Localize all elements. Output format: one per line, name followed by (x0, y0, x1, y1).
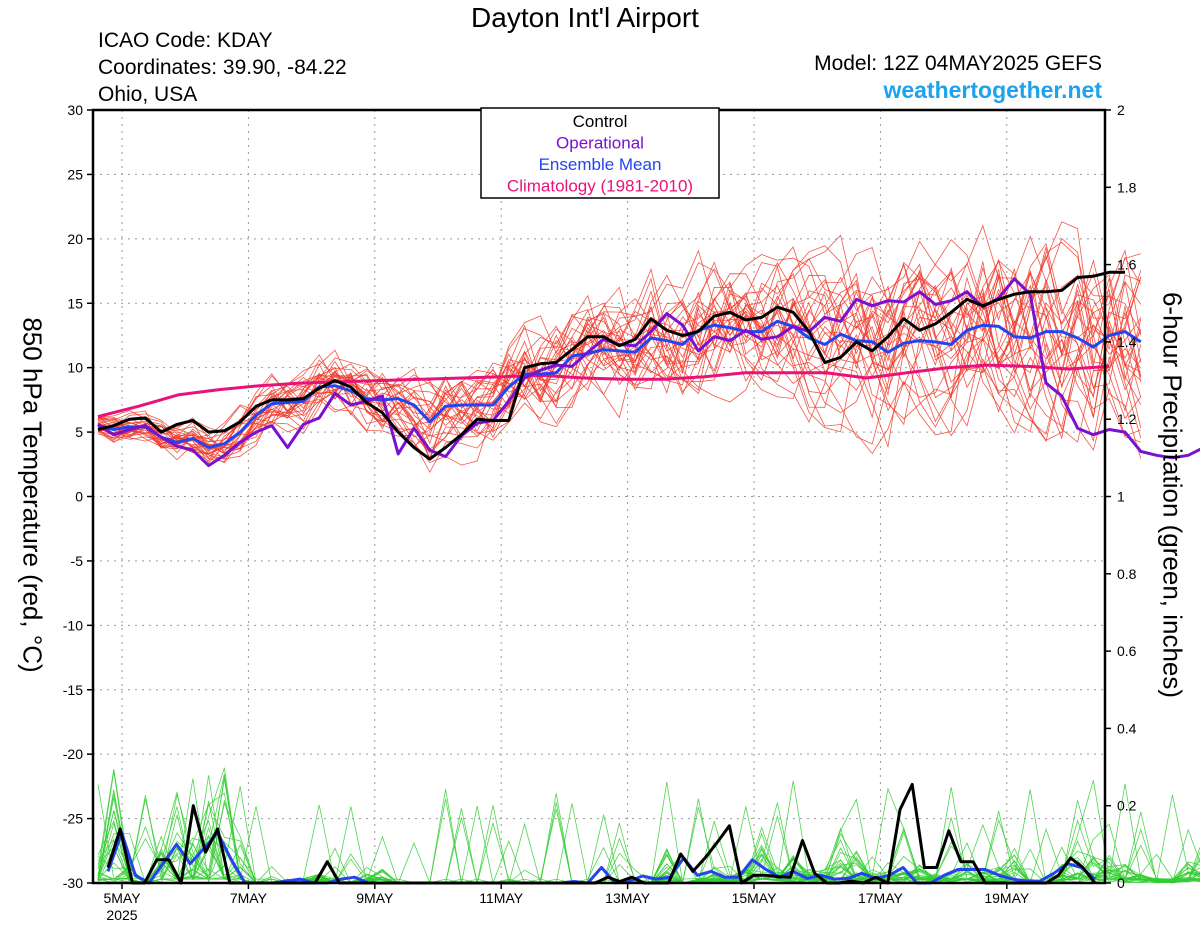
site-link[interactable]: weathertogether.net (883, 77, 1102, 103)
temp-member-line (97, 270, 1142, 451)
precip-member-line (97, 825, 1200, 884)
legend: Control Operational Ensemble Mean Climatolo… (480, 107, 720, 199)
y-tick-label-left: 15 (67, 295, 83, 311)
precip-member-line (97, 767, 1200, 884)
temp-member-line (97, 241, 1142, 459)
station-info: ICAO Code: KDAY Coordinates: 39.90, -84.… (98, 27, 347, 108)
y-tick-label-left: -10 (63, 617, 83, 633)
x-tick-label: 9MAY (356, 890, 394, 906)
temp-climatology-line (97, 363, 1110, 419)
x-tick-label: 19MAY (984, 890, 1030, 906)
y-tick-label-left: 5 (75, 424, 83, 440)
y-tick-label-left: 20 (67, 231, 83, 247)
precip-member-line (97, 793, 1200, 884)
y-tick-label-right: 1.2 (1117, 411, 1137, 427)
precip-member-line (97, 808, 1200, 884)
precip-member-line (98, 792, 1200, 884)
x-tick-label: 13MAY (605, 890, 651, 906)
y-tick-label-left: -15 (63, 682, 83, 698)
y-axis-left-label: 850 hPa Temperature (red, °C) (17, 317, 48, 673)
y-tick-label-left: 25 (67, 166, 83, 182)
temp-member-line (97, 286, 1142, 466)
y-tick-label-right: 0.4 (1117, 720, 1137, 736)
temp-member-line (97, 269, 1142, 452)
x-tick-label: 7MAY (230, 890, 268, 906)
precip-member-line (98, 778, 1200, 884)
icao-code: ICAO Code: KDAY (98, 29, 273, 52)
legend-entry: Control (573, 112, 628, 131)
y-tick-label-left: 10 (67, 360, 83, 376)
temp-member-line (97, 266, 1142, 447)
y-tick-label-right: 0.2 (1117, 798, 1137, 814)
y-tick-label-right: 0.6 (1117, 643, 1137, 659)
y-tick-label-right: 0 (1117, 875, 1125, 891)
legend-entry: Ensemble Mean (539, 155, 662, 174)
highlight-series (97, 270, 1200, 885)
temp-member-line (97, 273, 1142, 464)
temp-ensemble-mean-line (97, 319, 1142, 449)
y-tick-label-left: 30 (67, 102, 83, 118)
y-tick-label-left: -25 (63, 811, 83, 827)
y-tick-label-left: -5 (71, 553, 84, 569)
y-tick-label-right: 1 (1117, 489, 1125, 505)
x-tick-label: 17MAY (858, 890, 904, 906)
temp-member-line (97, 234, 1142, 459)
grid-lines (93, 110, 1105, 883)
chart-title: Dayton Int'l Airport (471, 2, 699, 33)
x-tick-label: 15MAY (732, 890, 778, 906)
precip-member-line (97, 791, 1200, 884)
temp-member-line (97, 256, 1142, 439)
y-tick-label-right: 1.4 (1117, 334, 1137, 350)
axes: 302520151050-5-10-15-20-25-3021.81.61.41… (63, 102, 1137, 923)
y-tick-label-left: -20 (63, 746, 83, 762)
precip-member-line (98, 794, 1200, 885)
model-info: Model: 12Z 04MAY2025 GEFS weathertogethe… (814, 50, 1102, 104)
coordinates: Coordinates: 39.90, -84.22 (98, 56, 347, 79)
region: Ohio, USA (98, 83, 198, 106)
y-axis-right-label: 6-hour Precipitation (green, inches) (1157, 291, 1188, 699)
model-run: Model: 12Z 04MAY2025 GEFS (814, 52, 1102, 75)
y-tick-label-right: 0.8 (1117, 566, 1137, 582)
temp-member-line (97, 263, 1142, 474)
x-tick-label: 5MAY (103, 890, 141, 906)
x-tick-label: 11MAY (479, 890, 523, 906)
precip-member-line (97, 818, 1200, 884)
x-year-label: 2025 (106, 907, 137, 923)
legend-entry: Operational (556, 134, 644, 153)
y-tick-label-right: 2 (1117, 102, 1125, 118)
y-tick-label-right: 1.8 (1117, 179, 1137, 195)
precip-member-line (97, 768, 1200, 884)
y-tick-label-left: -30 (63, 875, 83, 891)
legend-entry: Climatology (1981-2010) (507, 177, 693, 196)
temp-operational-line (97, 277, 1200, 468)
y-tick-label-right: 1.6 (1117, 257, 1137, 273)
legend-box (480, 107, 720, 199)
temp-member-line (97, 278, 1141, 463)
temp-control-line (97, 270, 1125, 461)
y-tick-label-left: 0 (75, 489, 83, 505)
